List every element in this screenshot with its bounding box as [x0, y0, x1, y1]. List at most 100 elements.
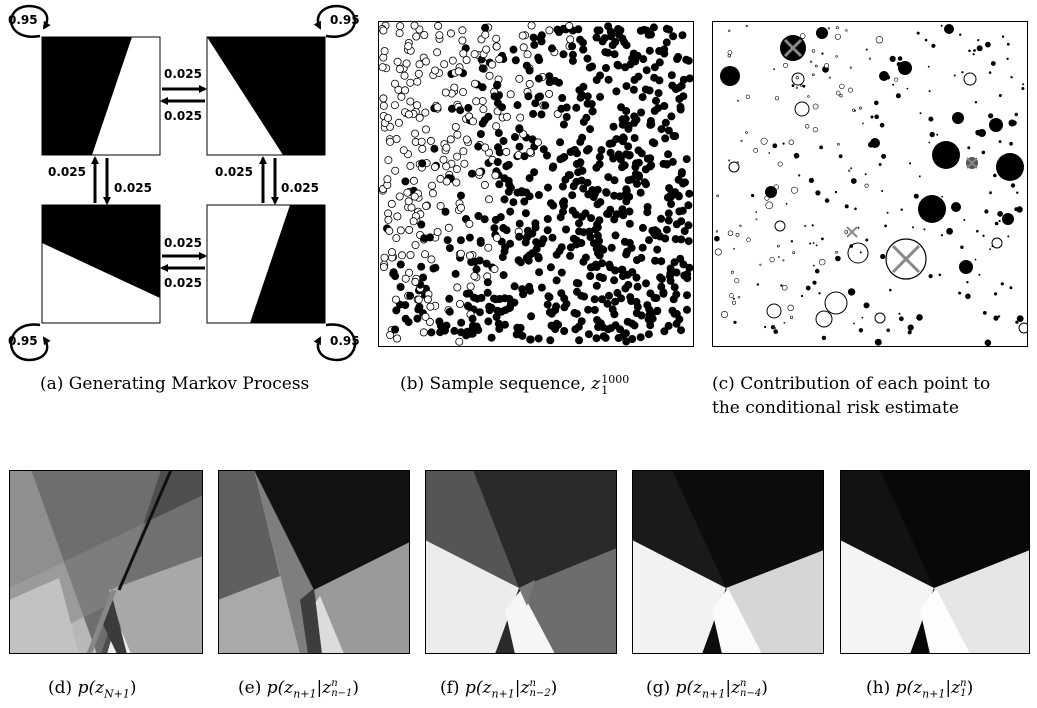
sample-point	[443, 236, 452, 245]
sample-point	[630, 134, 639, 143]
sample-point	[433, 48, 442, 57]
contribution-point	[1010, 75, 1013, 79]
contribution-point	[811, 224, 814, 227]
contribution-point	[814, 64, 818, 68]
sample-point	[611, 37, 620, 46]
contribution-point	[992, 173, 997, 178]
sample-point	[456, 236, 465, 245]
sample-point	[506, 207, 515, 216]
caption-f-close: )	[550, 678, 558, 698]
sample-point	[607, 243, 616, 252]
contribution-point	[745, 131, 748, 134]
sample-point	[411, 277, 420, 286]
sample-point	[601, 64, 610, 73]
sample-point	[526, 335, 535, 344]
sample-point	[462, 289, 471, 298]
sample-point	[584, 305, 593, 314]
contribution-point	[982, 310, 987, 315]
caption-f: (f) p(zn+1|z n n−2)	[440, 677, 558, 701]
sample-point	[576, 137, 585, 146]
contribution-point	[730, 270, 734, 274]
sample-point	[427, 255, 436, 264]
contribution-point	[895, 93, 901, 99]
caption-b: (b) Sample sequence, z 1000 1	[400, 372, 629, 396]
contribution-point	[968, 49, 971, 53]
sample-point	[384, 156, 393, 165]
sample-point	[397, 251, 406, 260]
contribution-point	[791, 84, 795, 88]
contribution-point	[791, 186, 799, 194]
contribution-point	[975, 229, 979, 233]
sample-point	[397, 92, 406, 101]
sample-point	[585, 227, 594, 236]
sample-point	[604, 173, 613, 182]
trans-label-top-lower: 0.025	[164, 109, 202, 123]
sample-point	[420, 30, 429, 39]
sample-point	[630, 321, 639, 330]
sample-point	[546, 199, 555, 208]
sample-point	[522, 61, 531, 70]
sample-point	[518, 31, 527, 40]
sample-point	[663, 160, 672, 169]
contribution-point	[880, 254, 884, 258]
sample-point	[589, 239, 598, 248]
contribution-point	[815, 244, 818, 247]
sample-point	[529, 109, 538, 118]
contribution-point	[727, 50, 733, 55]
sample-point	[623, 247, 632, 256]
sample-point	[400, 86, 409, 95]
contribution-point	[773, 68, 776, 71]
sample-point	[401, 274, 410, 283]
sample-point	[436, 328, 445, 337]
contribution-point	[759, 263, 762, 266]
sample-point	[679, 260, 688, 269]
sample-point	[450, 326, 459, 335]
sample-point	[589, 193, 598, 202]
contribution-point	[839, 83, 845, 90]
sample-point	[670, 283, 679, 292]
sample-point	[534, 190, 543, 199]
sample-point	[568, 56, 577, 65]
contribution-point	[1006, 42, 1010, 46]
contribution-point	[733, 247, 736, 250]
sample-point	[562, 299, 571, 308]
sample-point	[678, 179, 687, 188]
sample-point	[537, 37, 546, 46]
sample-point	[568, 42, 577, 51]
sample-point	[396, 226, 405, 235]
sample-point	[453, 130, 462, 139]
sample-point	[414, 295, 423, 304]
contribution-point	[773, 329, 779, 334]
sample-point	[411, 241, 420, 250]
sample-point	[465, 219, 474, 228]
sample-point	[386, 331, 395, 340]
sample-point	[545, 89, 554, 98]
sample-point	[515, 124, 524, 133]
sample-point	[498, 103, 507, 112]
sample-point	[557, 268, 566, 277]
sample-point	[476, 236, 485, 245]
contribution-point	[845, 29, 848, 32]
sample-point	[631, 163, 640, 172]
caption-g-label: (g)	[646, 678, 671, 698]
sample-point	[604, 291, 613, 300]
caption-h-label: (h)	[866, 678, 891, 698]
sample-point	[460, 159, 469, 168]
sample-point	[413, 77, 422, 86]
sample-point	[554, 320, 563, 329]
contribution-point	[966, 281, 969, 284]
contribution-point	[1022, 83, 1025, 86]
sample-point	[620, 161, 629, 170]
caption-c-line1: (c) Contribution of each point to	[712, 374, 991, 394]
sample-point	[451, 269, 460, 278]
sample-point	[597, 146, 606, 155]
sample-point	[533, 138, 542, 147]
sample-point	[500, 195, 509, 204]
contribution-point	[960, 245, 964, 249]
contribution-point	[874, 114, 879, 120]
caption-e-sup: n	[331, 677, 338, 689]
contribution-point	[918, 175, 921, 178]
contribution-point	[963, 218, 966, 221]
state-bottom-right	[206, 204, 326, 324]
sample-point	[442, 162, 451, 171]
